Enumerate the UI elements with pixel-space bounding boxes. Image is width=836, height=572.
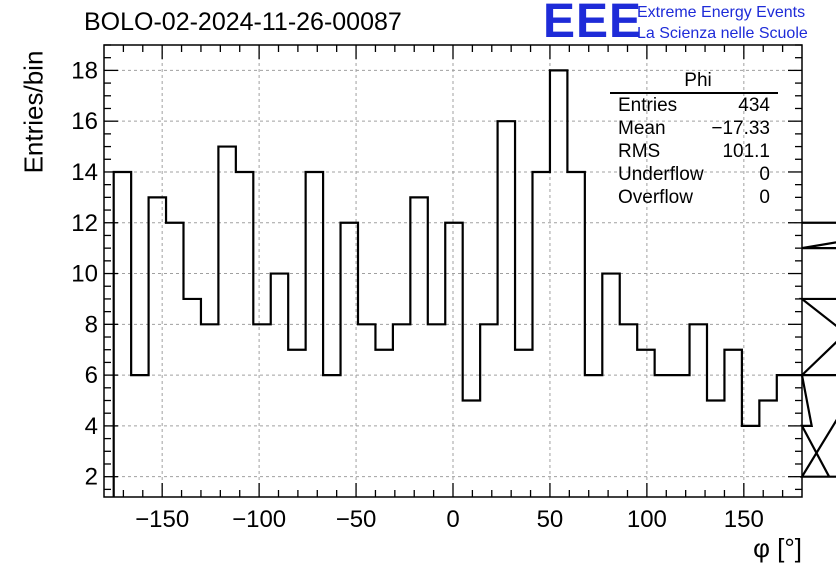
histogram-bar <box>271 274 288 497</box>
histogram-bar <box>690 324 707 497</box>
stats-value: 0 <box>759 187 770 208</box>
stats-label: RMS <box>618 141 661 162</box>
histogram-bar <box>759 401 776 497</box>
y-tick-label: 4 <box>85 413 98 440</box>
x-axis-label: φ [°] <box>753 533 802 563</box>
histogram-bar <box>236 172 253 497</box>
stats-label: Entries <box>618 95 678 116</box>
x-tick-label: −50 <box>336 506 377 533</box>
stats-value: 434 <box>738 95 770 116</box>
y-axis-label: Entries/bin <box>18 50 49 174</box>
y-tick-label: 6 <box>85 362 98 389</box>
stats-title: Phi <box>610 70 778 94</box>
stats-box: Phi Entries 434 Mean −17.33 RMS 101.1 Un… <box>610 70 778 209</box>
histogram-bar <box>375 350 392 497</box>
histogram-bar <box>218 147 235 497</box>
stats-value: −17.33 <box>711 118 770 139</box>
histogram-bar <box>149 197 166 497</box>
histogram-bar <box>480 324 497 497</box>
histogram-bar <box>655 375 672 497</box>
x-tick-label: 100 <box>627 506 667 533</box>
chart-title: BOLO-02-2024-11-26-00087 <box>84 8 402 36</box>
x-tick-label: 150 <box>724 506 764 533</box>
stats-label: Underflow <box>618 164 704 185</box>
logo-line-1: Extreme Energy Events <box>637 4 806 21</box>
histogram-bar <box>183 299 200 497</box>
stats-row-mean: Mean −17.33 <box>610 117 778 140</box>
histogram-bar <box>131 375 148 497</box>
y-tick-label: 10 <box>71 261 98 288</box>
histogram-bar <box>166 223 183 497</box>
stats-label: Mean <box>618 118 666 139</box>
histogram-bar <box>498 121 515 497</box>
eee-logo-text: Extreme Energy Events La Scienza nelle S… <box>637 2 808 44</box>
stats-row-entries: Entries 434 <box>610 94 778 117</box>
x-tick-label: −100 <box>232 506 286 533</box>
x-tick-label: 0 <box>446 506 459 533</box>
histogram-bar <box>341 223 358 497</box>
stats-row-overflow: Overflow 0 <box>610 186 778 209</box>
histogram-bar <box>724 350 741 497</box>
histogram-bar <box>637 350 654 497</box>
histogram-bar <box>445 223 462 497</box>
stats-row-rms: RMS 101.1 <box>610 140 778 163</box>
histogram-bar <box>777 375 794 497</box>
histogram-bar <box>393 324 410 497</box>
histogram-bar <box>288 350 305 497</box>
histogram-bar <box>620 324 637 497</box>
stats-label: Overflow <box>618 187 693 208</box>
histogram-bar <box>532 172 549 497</box>
y-tick-label: 8 <box>85 311 98 338</box>
histogram-bar <box>602 274 619 497</box>
histogram-bar <box>515 350 532 497</box>
y-tick-label: 12 <box>71 210 98 237</box>
stats-value: 101.1 <box>722 141 770 162</box>
stats-value: 0 <box>759 164 770 185</box>
x-tick-label: 50 <box>537 506 564 533</box>
histogram-bar <box>742 426 759 497</box>
histogram-bar <box>410 197 427 497</box>
histogram-bar <box>253 324 270 497</box>
histogram-bar <box>672 375 689 497</box>
histogram-bar <box>201 324 218 497</box>
eee-logo-mark: EEE <box>543 0 643 48</box>
histogram-bar <box>306 172 323 497</box>
histogram-bar <box>585 375 602 497</box>
x-tick-label: −150 <box>135 506 189 533</box>
histogram-bar <box>567 172 584 497</box>
stats-row-underflow: Underflow 0 <box>610 163 778 186</box>
histogram-bar <box>358 324 375 497</box>
logo-line-2: La Scienza nelle Scuole <box>637 25 808 42</box>
histogram-bar <box>323 375 340 497</box>
histogram-bar <box>428 324 445 497</box>
y-tick-label: 16 <box>71 108 98 135</box>
y-tick-label: 14 <box>71 159 98 186</box>
y-tick-label: 18 <box>71 57 98 84</box>
histogram-bar <box>707 401 724 497</box>
histogram-bar <box>114 172 131 497</box>
histogram-bar <box>550 70 567 497</box>
histogram-bar <box>794 375 802 497</box>
histogram-bar <box>463 401 480 497</box>
y-tick-label: 2 <box>85 464 98 491</box>
